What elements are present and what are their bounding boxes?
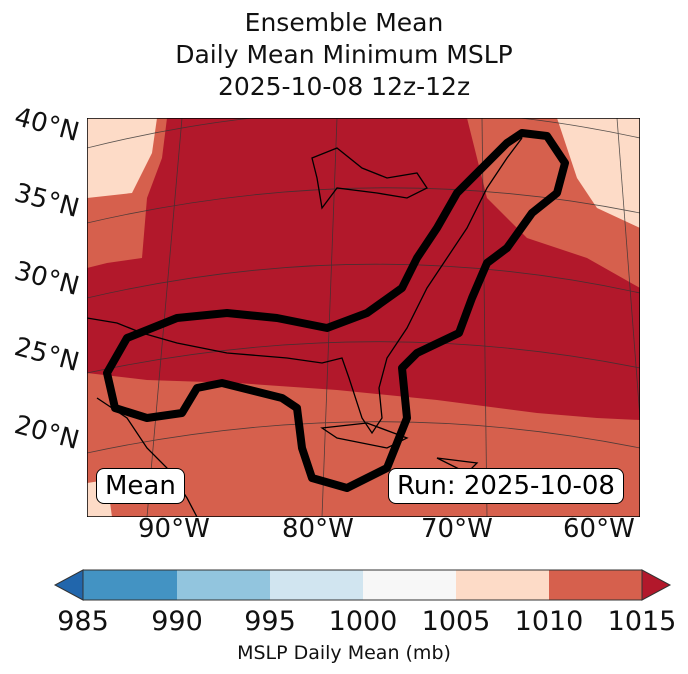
lon-label-70: 70°W [421, 514, 493, 544]
colorbar-bin-995-1000 [270, 570, 363, 600]
lat-label-40: 40°N [11, 102, 83, 148]
colorbar-bin-1010-1015 [549, 570, 642, 600]
cb-tick-990: 990 [151, 606, 203, 637]
colorbar [53, 569, 672, 601]
lat-label-30: 30°N [11, 256, 83, 302]
contour-1010 [103, 129, 569, 492]
lat-label-25: 25°N [11, 332, 83, 378]
cb-tick-1015: 1015 [607, 606, 677, 637]
field-1000-1005-left [87, 118, 157, 198]
lon-label-90: 90°W [138, 514, 210, 544]
cb-tick-985: 985 [57, 606, 109, 637]
colorbar-bin-985-990 [83, 570, 177, 600]
map [87, 118, 640, 517]
title-line2: Daily Mean Minimum MSLP [175, 40, 513, 69]
lat-label-20: 20°N [11, 410, 83, 456]
mean-label: Mean [96, 468, 185, 504]
title-line1: Ensemble Mean [244, 8, 444, 37]
lon-label-80: 80°W [282, 514, 354, 544]
graticule [87, 118, 640, 517]
colorbar-extend-high [641, 569, 672, 601]
cb-tick-995: 995 [244, 606, 296, 637]
colorbar-bin-1000-1005 [363, 570, 456, 600]
cb-tick-1005: 1005 [421, 606, 491, 637]
colorbar-extend-low [53, 569, 84, 601]
colorbar-bin-1005-1010 [456, 570, 549, 600]
cb-tick-1010: 1010 [514, 606, 584, 637]
lat-label-35: 35°N [11, 178, 83, 224]
title-line3: 2025-10-08 12z-12z [217, 72, 471, 101]
run-label: Run: 2025-10-08 [388, 468, 624, 504]
cb-tick-1000: 1000 [328, 606, 398, 637]
colorbar-label: MSLP Daily Mean (mb) [237, 642, 451, 664]
colorbar-bin-990-995 [177, 570, 270, 600]
lon-label-60: 60°W [563, 514, 635, 544]
